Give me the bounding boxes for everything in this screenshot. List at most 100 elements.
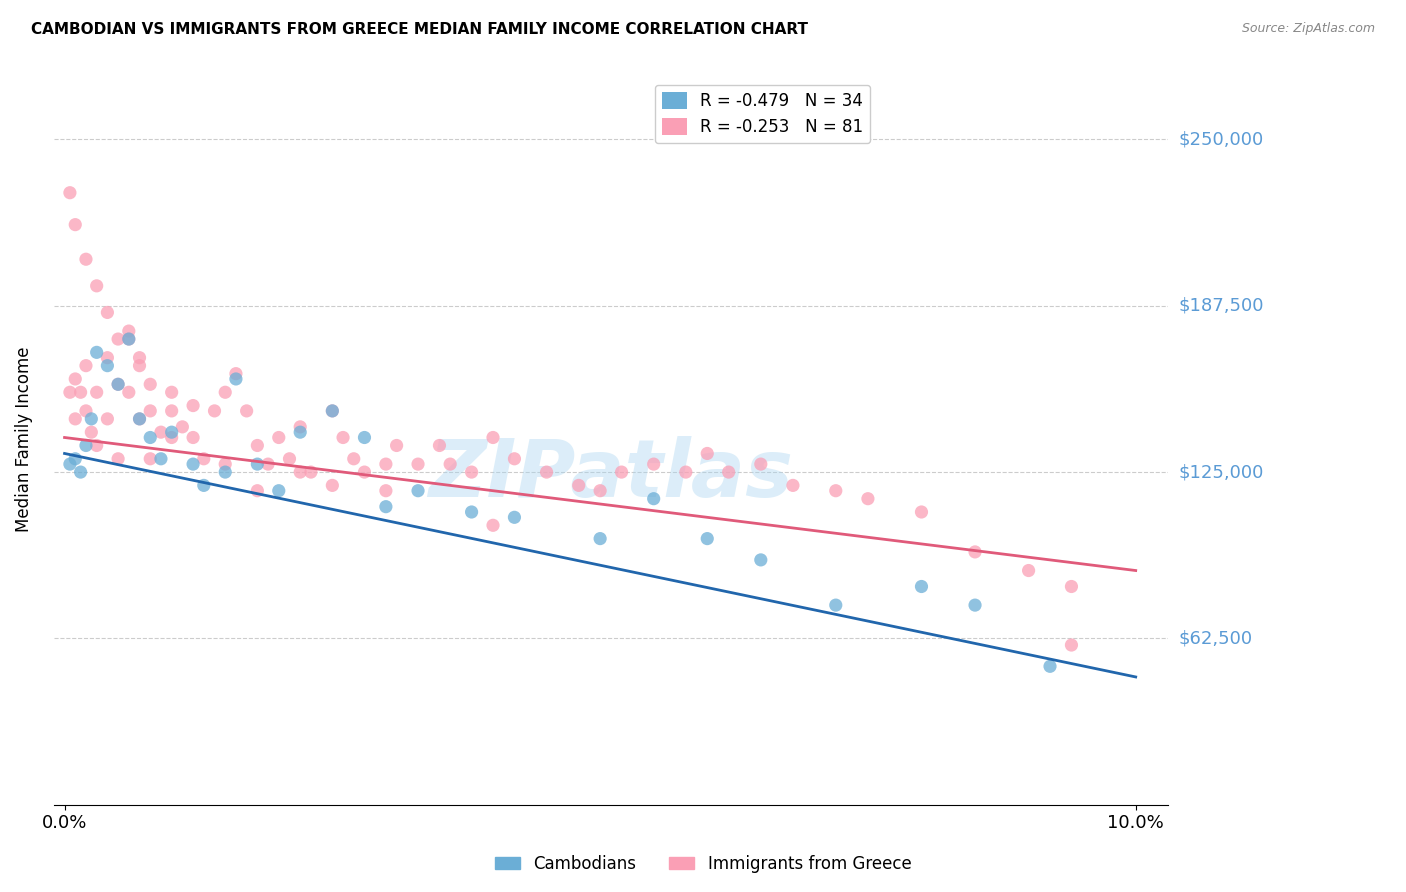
Point [278,451,301,466]
Point [1060,580,1083,594]
Point [86,278,108,293]
Text: $250,000: $250,000 [1180,130,1264,148]
Point [139,451,162,466]
Point [589,532,612,546]
Point [139,404,162,418]
Point [910,580,932,594]
Point [343,451,366,466]
Point [482,430,505,444]
Point [321,404,343,418]
Point [589,483,612,498]
Point [65,218,87,232]
Point [214,457,236,471]
Point [675,465,697,479]
Point [568,478,591,492]
Point [139,377,162,392]
Point [214,465,236,479]
Point [696,532,718,546]
Point [69,385,91,400]
Text: $187,500: $187,500 [1180,297,1264,315]
Point [128,412,150,426]
Point [107,451,129,466]
Point [374,483,396,498]
Point [290,425,312,440]
Point [963,545,986,559]
Point [856,491,879,506]
Point [160,404,183,418]
Point [963,598,986,612]
Point [321,478,343,492]
Point [80,412,103,426]
Point [75,438,97,452]
Point [214,385,236,400]
Point [118,332,141,346]
Point [460,505,482,519]
Point [406,483,429,498]
Text: $125,000: $125,000 [1180,463,1264,481]
Point [118,324,141,338]
Point [59,186,82,200]
Point [429,438,451,452]
Point [643,457,665,471]
Point [503,451,526,466]
Point [69,465,91,479]
Point [824,483,846,498]
Point [96,412,118,426]
Legend: Cambodians, Immigrants from Greece: Cambodians, Immigrants from Greece [488,848,918,880]
Point [439,457,461,471]
Point [267,430,290,444]
Point [353,430,375,444]
Point [696,446,718,460]
Point [181,430,204,444]
Point [225,372,247,386]
Point [246,438,269,452]
Point [75,359,97,373]
Point [128,359,150,373]
Point [118,332,141,346]
Point [749,553,772,567]
Point [139,430,162,444]
Point [385,438,408,452]
Point [86,385,108,400]
Point [406,457,429,471]
Point [374,500,396,514]
Point [299,465,322,479]
Point [717,465,740,479]
Point [246,457,269,471]
Point [160,430,183,444]
Point [107,377,129,392]
Point [128,351,150,365]
Point [118,385,141,400]
Point [86,345,108,359]
Text: Source: ZipAtlas.com: Source: ZipAtlas.com [1241,22,1375,36]
Y-axis label: Median Family Income: Median Family Income [15,346,32,532]
Text: CAMBODIAN VS IMMIGRANTS FROM GREECE MEDIAN FAMILY INCOME CORRELATION CHART: CAMBODIAN VS IMMIGRANTS FROM GREECE MEDI… [31,22,808,37]
Point [80,425,103,440]
Point [910,505,932,519]
Point [536,465,558,479]
Text: $62,500: $62,500 [1180,630,1253,648]
Point [75,252,97,267]
Point [290,420,312,434]
Point [267,483,290,498]
Point [257,457,280,471]
Point [65,372,87,386]
Point [59,457,82,471]
Point [332,430,354,444]
Point [96,305,118,319]
Point [610,465,633,479]
Point [96,351,118,365]
Point [353,465,375,479]
Point [321,404,343,418]
Point [193,478,215,492]
Point [460,465,482,479]
Point [181,399,204,413]
Point [204,404,226,418]
Point [160,425,183,440]
Legend: R = -0.479   N = 34, R = -0.253   N = 81: R = -0.479 N = 34, R = -0.253 N = 81 [655,85,870,143]
Point [643,491,665,506]
Point [482,518,505,533]
Point [65,412,87,426]
Point [290,465,312,479]
Point [503,510,526,524]
